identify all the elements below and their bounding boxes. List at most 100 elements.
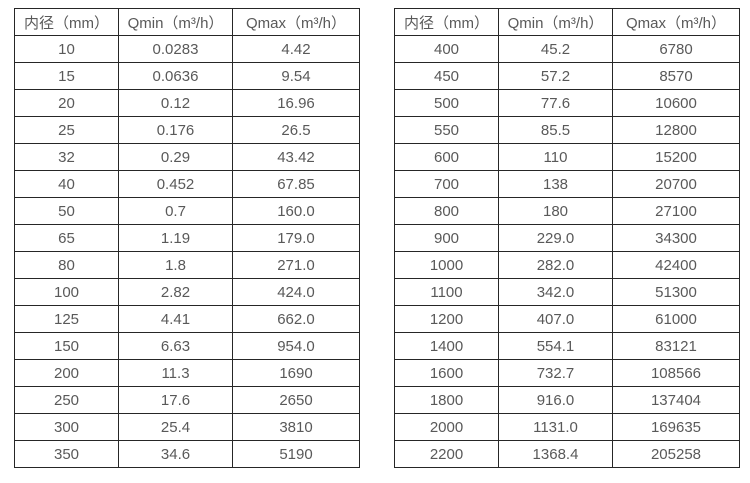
qmax-cell: 43.42 — [232, 143, 360, 171]
qmin-cell: 77.6 — [498, 89, 613, 117]
qmax-cell: 160.0 — [232, 197, 360, 225]
table-row: 550 85.5 12800 — [394, 116, 740, 144]
header-cell-0: 内径（mm） — [394, 8, 499, 36]
diameter-cell: 80 — [14, 251, 119, 279]
header-cell-1: Qmin（m³/h） — [118, 8, 233, 36]
diameter-cell: 2000 — [394, 413, 499, 441]
table-row: 400 45.2 6780 — [394, 35, 740, 63]
table-row: 350 34.6 5190 — [14, 440, 360, 468]
qmin-cell: 4.41 — [118, 305, 233, 333]
qmax-cell: 662.0 — [232, 305, 360, 333]
diameter-cell: 900 — [394, 224, 499, 252]
diameter-cell: 450 — [394, 62, 499, 90]
qmin-cell: 916.0 — [498, 386, 613, 414]
qmin-cell: 1368.4 — [498, 440, 613, 468]
qmax-cell: 67.85 — [232, 170, 360, 198]
flow-range-table-dn10-350: 内径（mm） Qmin（m³/h） Qmax（m³/h） 10 0.0283 4.42 15… — [14, 8, 360, 468]
qmin-cell: 554.1 — [498, 332, 613, 360]
qmax-cell: 83121 — [612, 332, 740, 360]
qmax-cell: 10600 — [612, 89, 740, 117]
qmin-cell: 0.7 — [118, 197, 233, 225]
table-row: 25 0.176 26.5 — [14, 116, 360, 144]
table-row: 50 0.7 160.0 — [14, 197, 360, 225]
table-row: 1000 282.0 42400 — [394, 251, 740, 279]
header-row: 内径（mm） Qmin（m³/h） Qmax（m³/h） — [14, 8, 360, 36]
qmax-cell: 205258 — [612, 440, 740, 468]
table-row: 65 1.19 179.0 — [14, 224, 360, 252]
table-row: 1400 554.1 83121 — [394, 332, 740, 360]
table-row: 700 138 20700 — [394, 170, 740, 198]
diameter-cell: 2200 — [394, 440, 499, 468]
qmin-cell: 180 — [498, 197, 613, 225]
header-row: 内径（mm） Qmin（m³/h） Qmax（m³/h） — [394, 8, 740, 36]
qmax-cell: 169635 — [612, 413, 740, 441]
diameter-cell: 100 — [14, 278, 119, 306]
flow-range-table-dn400-2200: 内径（mm） Qmin（m³/h） Qmax（m³/h） 400 45.2 6780 450… — [394, 8, 740, 468]
qmin-cell: 25.4 — [118, 413, 233, 441]
qmin-cell: 1.19 — [118, 224, 233, 252]
qmin-cell: 17.6 — [118, 386, 233, 414]
header-cell-0: 内径（mm） — [14, 8, 119, 36]
qmax-cell: 9.54 — [232, 62, 360, 90]
table-row: 15 0.0636 9.54 — [14, 62, 360, 90]
table-row: 1600 732.7 108566 — [394, 359, 740, 387]
header-cell-1: Qmin（m³/h） — [498, 8, 613, 36]
table-row: 600 110 15200 — [394, 143, 740, 171]
diameter-cell: 200 — [14, 359, 119, 387]
qmin-cell: 45.2 — [498, 35, 613, 63]
qmin-cell: 0.452 — [118, 170, 233, 198]
qmin-cell: 407.0 — [498, 305, 613, 333]
diameter-cell: 350 — [14, 440, 119, 468]
qmax-cell: 34300 — [612, 224, 740, 252]
diameter-cell: 550 — [394, 116, 499, 144]
qmax-cell: 42400 — [612, 251, 740, 279]
table-row: 80 1.8 271.0 — [14, 251, 360, 279]
qmin-cell: 6.63 — [118, 332, 233, 360]
diameter-cell: 50 — [14, 197, 119, 225]
header-cell-2: Qmax（m³/h） — [232, 8, 360, 36]
table-row: 32 0.29 43.42 — [14, 143, 360, 171]
diameter-cell: 1100 — [394, 278, 499, 306]
table-row: 125 4.41 662.0 — [14, 305, 360, 333]
diameter-cell: 1200 — [394, 305, 499, 333]
qmin-cell: 0.12 — [118, 89, 233, 117]
diameter-cell: 20 — [14, 89, 119, 117]
qmax-cell: 2650 — [232, 386, 360, 414]
table-row: 10 0.0283 4.42 — [14, 35, 360, 63]
qmax-cell: 5190 — [232, 440, 360, 468]
qmax-cell: 27100 — [612, 197, 740, 225]
table-row: 900 229.0 34300 — [394, 224, 740, 252]
qmax-cell: 61000 — [612, 305, 740, 333]
qmax-cell: 15200 — [612, 143, 740, 171]
qmax-cell: 3810 — [232, 413, 360, 441]
qmax-cell: 8570 — [612, 62, 740, 90]
qmin-cell: 1.8 — [118, 251, 233, 279]
qmax-cell: 108566 — [612, 359, 740, 387]
diameter-cell: 25 — [14, 116, 119, 144]
qmin-cell: 0.0636 — [118, 62, 233, 90]
qmax-cell: 137404 — [612, 386, 740, 414]
diameter-cell: 1400 — [394, 332, 499, 360]
header-cell-2: Qmax（m³/h） — [612, 8, 740, 36]
diameter-cell: 10 — [14, 35, 119, 63]
qmin-cell: 110 — [498, 143, 613, 171]
qmax-cell: 16.96 — [232, 89, 360, 117]
diameter-cell: 1800 — [394, 386, 499, 414]
qmax-cell: 12800 — [612, 116, 740, 144]
qmax-cell: 271.0 — [232, 251, 360, 279]
table-row: 200 11.3 1690 — [14, 359, 360, 387]
table-row: 1800 916.0 137404 — [394, 386, 740, 414]
diameter-cell: 500 — [394, 89, 499, 117]
qmax-cell: 1690 — [232, 359, 360, 387]
diameter-cell: 800 — [394, 197, 499, 225]
table-row: 1200 407.0 61000 — [394, 305, 740, 333]
qmin-cell: 282.0 — [498, 251, 613, 279]
qmax-cell: 424.0 — [232, 278, 360, 306]
table-row: 1100 342.0 51300 — [394, 278, 740, 306]
qmin-cell: 85.5 — [498, 116, 613, 144]
qmin-cell: 0.0283 — [118, 35, 233, 63]
diameter-cell: 250 — [14, 386, 119, 414]
diameter-cell: 400 — [394, 35, 499, 63]
qmin-cell: 342.0 — [498, 278, 613, 306]
